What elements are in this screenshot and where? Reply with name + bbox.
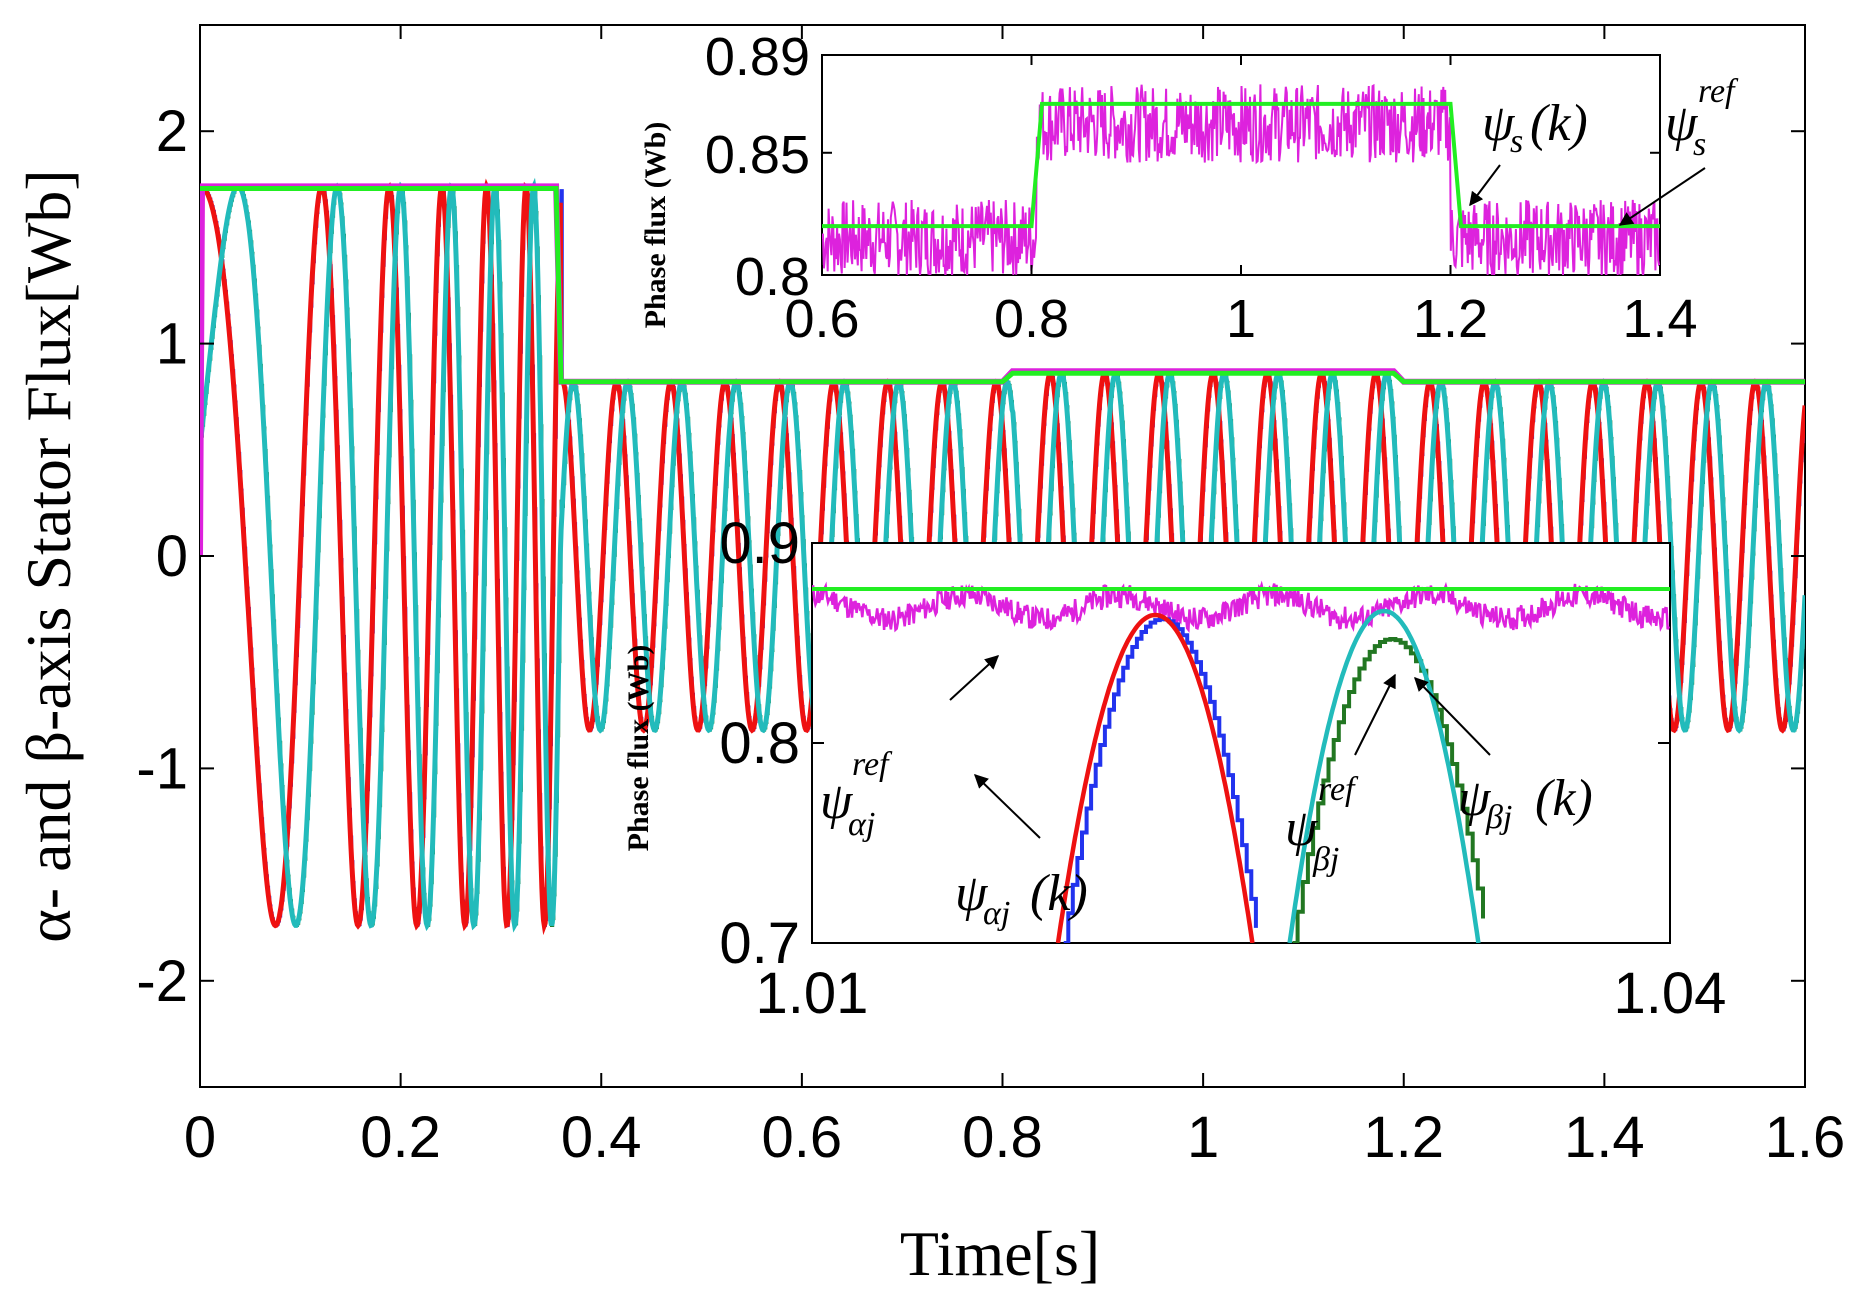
in2-y-tick-label: 0.8: [719, 711, 800, 776]
in2-x-tick-label: 1.04: [1614, 961, 1727, 1026]
in1-x-tick-label: 0.8: [994, 289, 1069, 349]
main-x-tick-label: 0.2: [360, 1105, 441, 1170]
inset-bottom-y-label: Phase flux (Wb): [622, 645, 655, 852]
annotation-psi-s-k-arrow: [1469, 164, 1501, 207]
annotation-psi-alpha-ref-arrow: [949, 655, 1000, 701]
in1-y-tick-label: 0.89: [705, 27, 810, 87]
series-beta-reference-line: [200, 177, 1805, 933]
inset-top-flux-reference-line: [822, 101, 1660, 229]
main-x-tick-label: 0: [184, 1105, 216, 1170]
main-x-tick-label: 1.6: [1765, 1105, 1846, 1170]
annotation-psi-alpha-k-arrow: [973, 774, 1041, 839]
main-x-tick-label: 1: [1187, 1105, 1219, 1170]
main-x-tick-label: 1.4: [1564, 1105, 1645, 1170]
annotation-psi-beta-k: ψ βj (k): [1414, 676, 1593, 836]
main-y-tick-label: -1: [136, 736, 188, 801]
inset-bottom-beta-estimated-line: [1292, 637, 1485, 943]
annotation-psi-beta-k-arrow: [1414, 676, 1491, 756]
in1-y-tick-label: 0.85: [705, 125, 810, 185]
y-axis-label: α- and β-axis Stator Flux[Wb]: [13, 169, 84, 943]
annotation-psi-s-ref-sub: s: [1693, 126, 1706, 163]
in2-y-tick-label: 0.9: [719, 511, 800, 576]
annotation-psi-alpha-ref: ψ αj ref: [820, 655, 1000, 843]
inset-plot-bottom: 1.01 1.04 0.7 0.8 0.9 Phase flux (Wb) ψ αj …: [622, 511, 1726, 1026]
annotation-psi-alpha-ref-sup: ref: [852, 746, 893, 783]
annotation-psi-beta-ref-sup: ref: [1318, 771, 1359, 808]
main-y-tick-label: 1: [156, 312, 188, 377]
inset-plot-top: 0.6 0.8 1 1.2 1.4 0.80.850.89 Phase flux (Wb…: [639, 27, 1739, 349]
series-flux-reference-line: [200, 186, 1805, 385]
in1-y-tick-label: 0.8: [735, 247, 810, 307]
annotation-psi-beta-k-arg: (k): [1535, 770, 1593, 827]
main-x-tick-label: 0.6: [762, 1105, 843, 1170]
annotation-psi-beta-k-sub: βj: [1485, 799, 1512, 836]
main-x-tick-label: 0.8: [962, 1105, 1043, 1170]
in1-x-tick-label: 1: [1226, 289, 1256, 349]
main-y-tick-label: 2: [156, 99, 188, 164]
main-x-tick-label: 1.2: [1363, 1105, 1444, 1170]
inset-top-flux-magnitude-line: [822, 83, 1660, 275]
annotation-psi-beta-ref: ψ βj ref: [1285, 673, 1396, 878]
annotation-psi-alpha-ref-base: ψ: [820, 773, 854, 830]
in1-x-tick-label: 1.4: [1622, 289, 1697, 349]
main-y-tick-label: -2: [136, 949, 188, 1014]
main-x-tick-label: 0.4: [561, 1105, 642, 1170]
annotation-psi-beta-ref-arrow: [1354, 673, 1396, 756]
annotation-psi-s-k-sub: s: [1510, 123, 1523, 160]
x-axis-label: Time[s]: [900, 1218, 1100, 1289]
annotation-psi-s-k-base: ψ: [1482, 95, 1516, 152]
annotation-psi-alpha-k: ψ αj (k): [955, 774, 1088, 932]
annotation-psi-alpha-k-arg: (k): [1030, 865, 1088, 922]
inset-bottom-alpha-reference-line: [1055, 612, 1255, 943]
main-y-tick-label: 0: [156, 524, 188, 589]
inset-bottom-alpha-estimated-line: [1063, 617, 1258, 943]
annotation-psi-s-k: ψ s (k): [1469, 95, 1588, 207]
annotation-psi-s-ref-sup: ref: [1698, 73, 1739, 110]
inset-bottom-beta-reference-line: [1287, 608, 1481, 943]
annotation-psi-beta-k-base: ψ: [1458, 770, 1492, 827]
annotation-psi-alpha-k-base: ψ: [955, 865, 989, 922]
annotation-psi-s-ref-arrow: [1618, 167, 1706, 226]
annotation-psi-alpha-k-sub: αj: [983, 895, 1010, 932]
in2-y-tick-label: 0.7: [719, 911, 800, 976]
annotation-psi-beta-ref-sub: βj: [1312, 841, 1339, 878]
inset-top-y-label: Phase flux (Wb): [639, 122, 672, 329]
inset-bottom-flux-magnitude-line: [812, 580, 1670, 633]
in1-x-tick-label: 1.2: [1413, 289, 1488, 349]
annotation-psi-s-k-arg: (k): [1530, 95, 1588, 152]
in2-x-tick-label: 1.01: [756, 961, 869, 1026]
annotation-psi-s-ref: ψ s ref: [1618, 73, 1739, 226]
annotation-psi-alpha-ref-sub: αj: [848, 806, 875, 843]
annotation-psi-beta-ref-base: ψ: [1285, 800, 1319, 857]
annotation-psi-s-ref-base: ψ: [1665, 95, 1699, 152]
in1-x-tick-label: 0.6: [784, 289, 859, 349]
